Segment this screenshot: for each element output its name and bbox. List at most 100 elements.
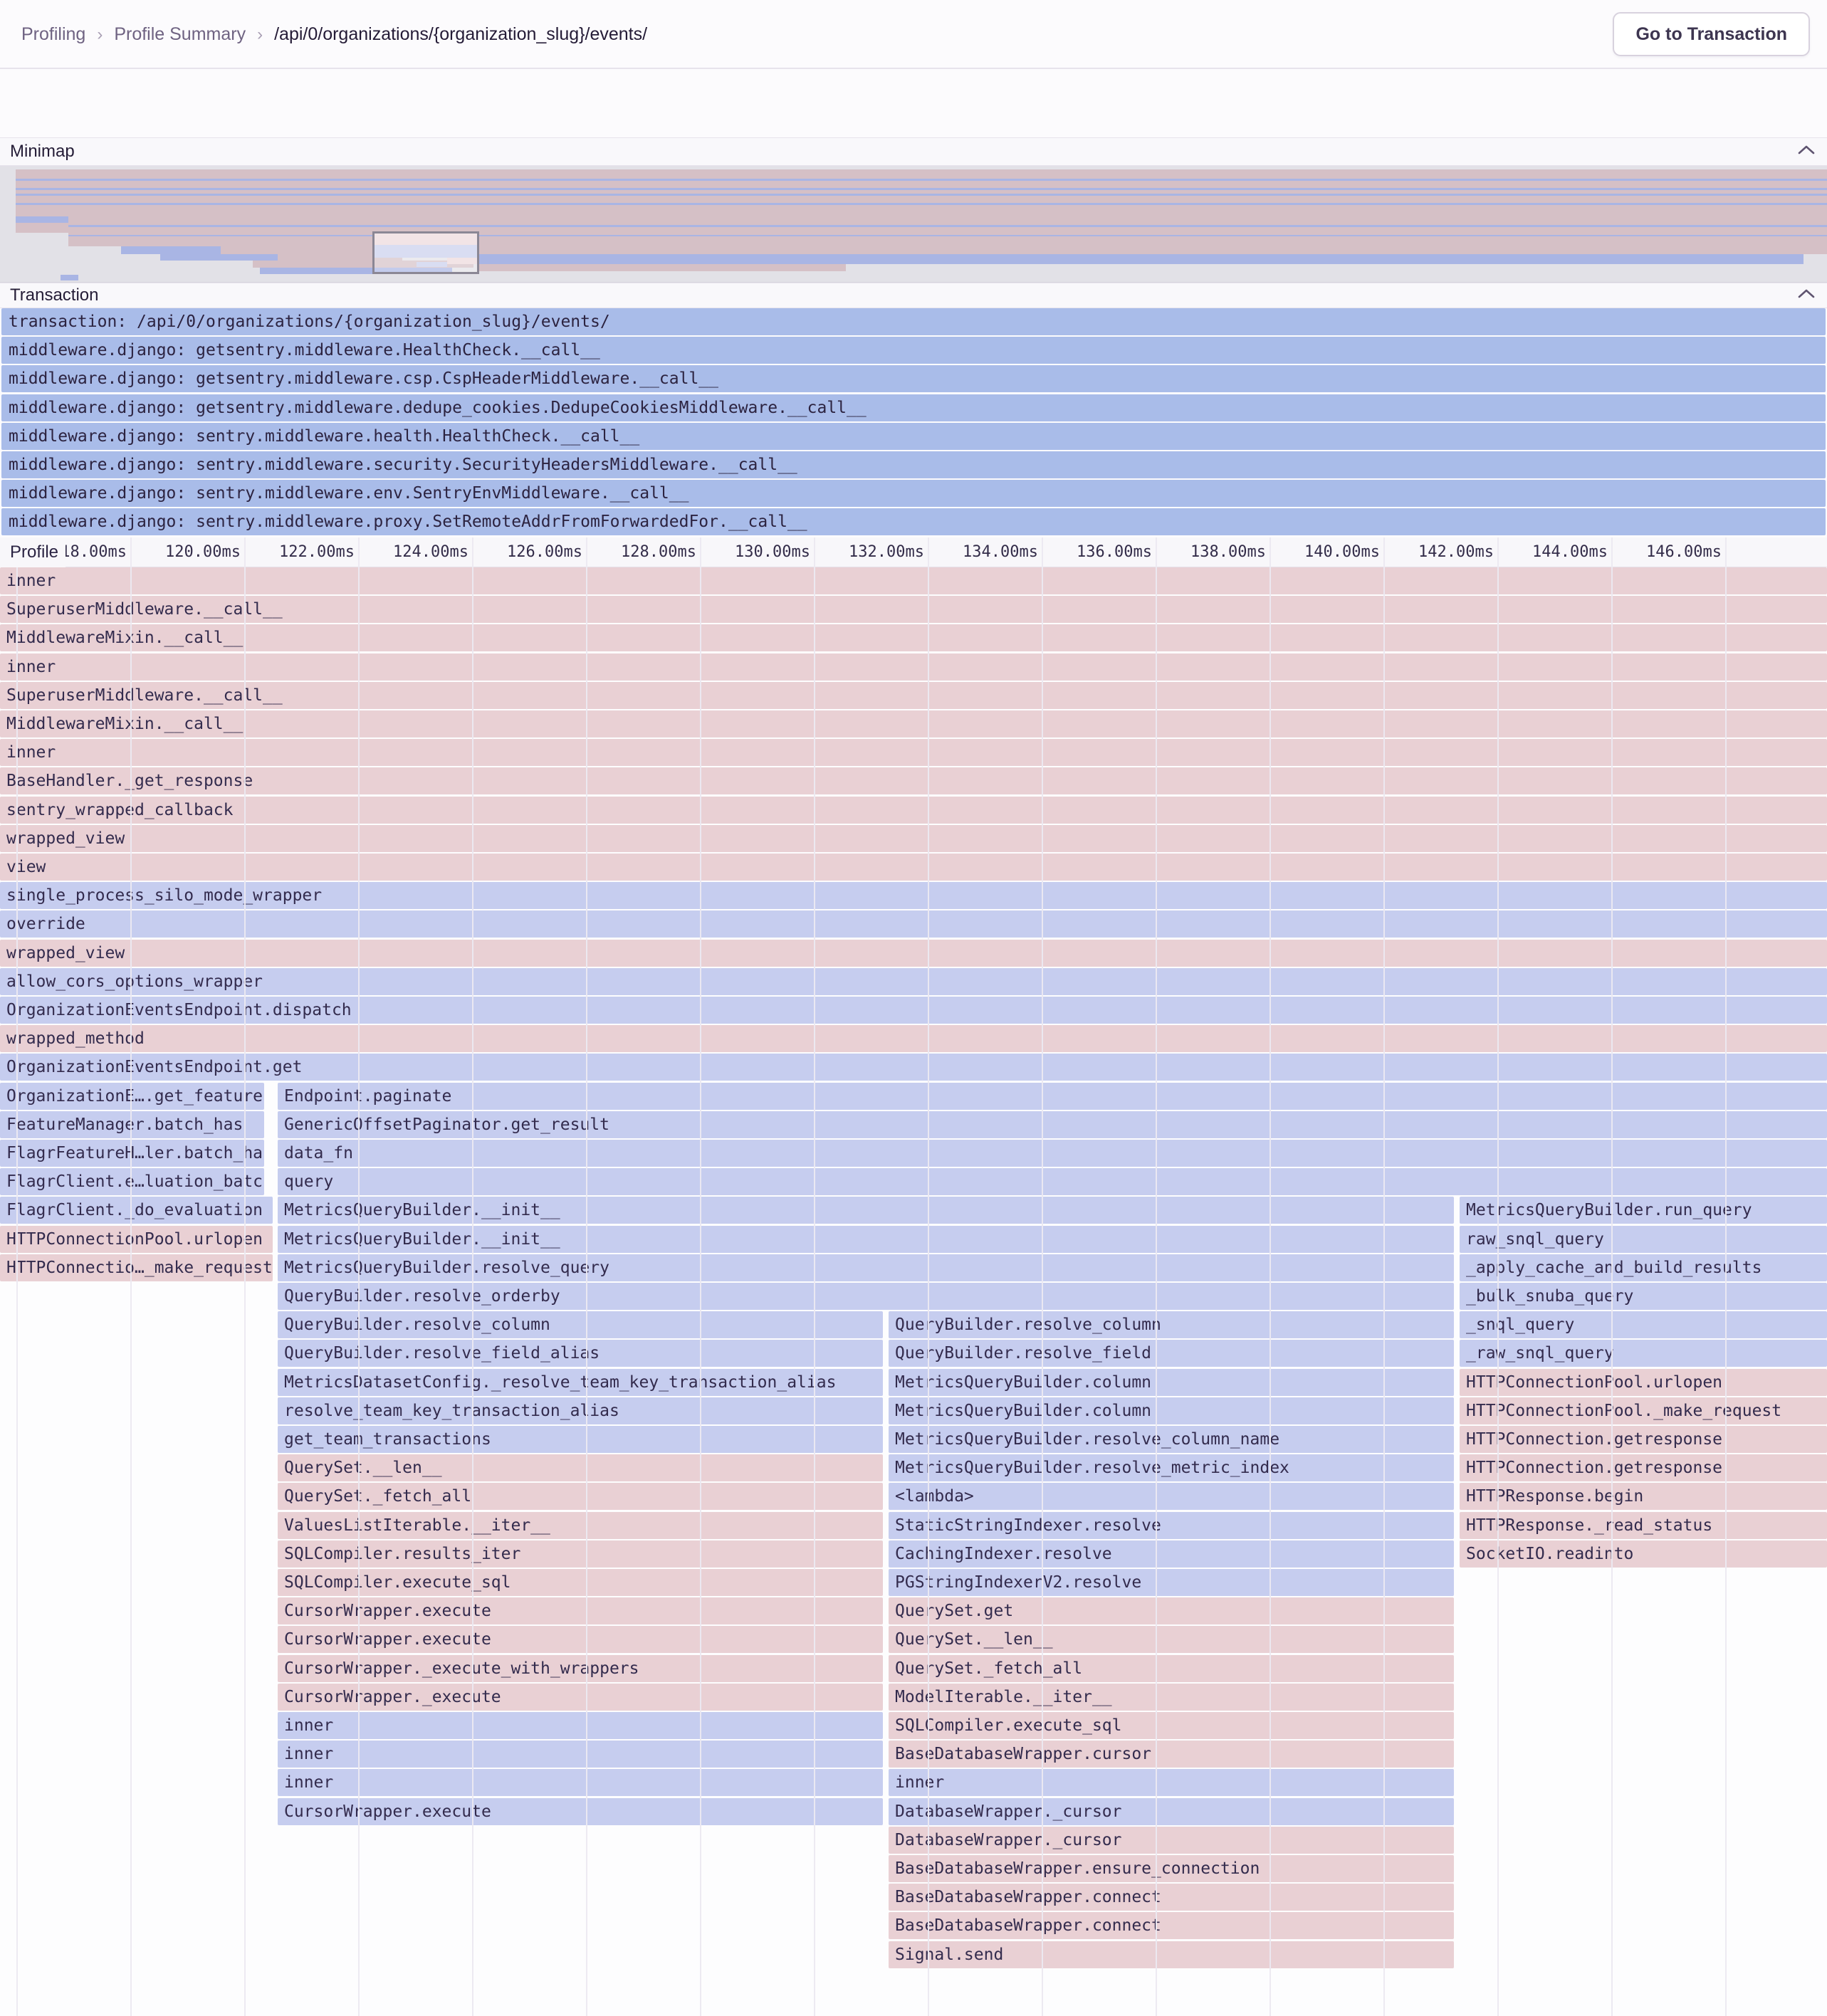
flame-frame[interactable]: HTTPConnectionPool.urlopen bbox=[1460, 1368, 1827, 1396]
flame-frame[interactable]: QuerySet._fetch_all bbox=[278, 1483, 883, 1511]
flame-frame[interactable]: SQLCompiler.execute_sql bbox=[889, 1712, 1454, 1739]
flame-frame[interactable]: HTTPConnectionPool._make_request bbox=[1460, 1397, 1827, 1424]
flame-frame[interactable]: SQLCompiler.execute_sql bbox=[278, 1569, 883, 1596]
transaction-span-bar[interactable]: middleware.django: sentry.middleware.sec… bbox=[1, 451, 1826, 478]
minimap-flamegraph[interactable] bbox=[0, 166, 1827, 283]
flame-frame[interactable]: HTTPConnection.getresponse bbox=[1460, 1426, 1827, 1453]
flame-frame[interactable]: single_process_silo_mode_wrapper bbox=[0, 882, 1827, 910]
flame-frame[interactable]: wrapped_method bbox=[0, 1025, 1827, 1053]
flame-frame[interactable]: QueryBuilder.resolve_column bbox=[278, 1311, 883, 1339]
flame-frame[interactable]: raw_snql_query bbox=[1460, 1225, 1827, 1253]
flame-frame[interactable]: QuerySet.get bbox=[889, 1597, 1454, 1625]
flame-frame[interactable]: CursorWrapper.execute bbox=[278, 1626, 883, 1654]
flame-frame[interactable]: inner bbox=[278, 1712, 883, 1739]
flame-frame[interactable]: FlagrClient.e…luation_batch bbox=[0, 1168, 264, 1196]
flame-frame[interactable]: HTTPConnectio…_make_request bbox=[0, 1254, 273, 1281]
flame-frame[interactable]: MetricsQueryBuilder.resolve_metric_index bbox=[889, 1454, 1454, 1482]
flame-frame[interactable]: QueryBuilder.resolve_column bbox=[889, 1311, 1454, 1339]
transaction-span-bar[interactable]: middleware.django: getsentry.middleware.… bbox=[1, 394, 1826, 421]
flame-frame[interactable]: HTTPResponse.begin bbox=[1460, 1483, 1827, 1511]
flame-frame[interactable]: BaseDatabaseWrapper.ensure_connection bbox=[889, 1855, 1454, 1882]
transaction-span-bar[interactable]: middleware.django: sentry.middleware.pro… bbox=[1, 508, 1826, 536]
flame-frame[interactable]: QueryBuilder.resolve_field_alias bbox=[278, 1340, 883, 1367]
flame-frame[interactable]: PGStringIndexerV2.resolve bbox=[889, 1569, 1454, 1596]
flame-frame[interactable]: MetricsQueryBuilder.column bbox=[889, 1368, 1454, 1396]
flame-frame[interactable]: BaseDatabaseWrapper.connect bbox=[889, 1912, 1454, 1940]
flame-frame[interactable]: get_team_transactions bbox=[278, 1426, 883, 1453]
flame-frame[interactable]: MetricsQueryBuilder.__init__ bbox=[278, 1225, 1454, 1253]
flame-frame[interactable]: SQLCompiler.results_iter bbox=[278, 1540, 883, 1568]
flame-frame[interactable]: allow_cors_options_wrapper bbox=[0, 967, 1827, 995]
flame-frame[interactable]: MetricsQueryBuilder.resolve_query bbox=[278, 1254, 1454, 1281]
flame-frame[interactable]: HTTPConnectionPool.urlopen bbox=[0, 1225, 273, 1253]
flame-frame[interactable]: sentry_wrapped_callback bbox=[0, 796, 1827, 824]
flame-frame[interactable]: HTTPConnection.getresponse bbox=[1460, 1454, 1827, 1482]
flame-frame[interactable]: inner bbox=[0, 653, 1827, 681]
collapse-minimap-icon[interactable] bbox=[1797, 145, 1816, 159]
flame-frame[interactable]: SuperuserMiddleware.__call__ bbox=[0, 681, 1827, 709]
transaction-span-bar[interactable]: transaction: /api/0/organizations/{organ… bbox=[1, 308, 1826, 335]
flame-frame[interactable]: DatabaseWrapper._cursor bbox=[889, 1797, 1454, 1825]
flame-frame[interactable]: data_fn bbox=[278, 1140, 1827, 1167]
flame-frame[interactable]: OrganizationEventsEndpoint.dispatch bbox=[0, 997, 1827, 1024]
flame-frame[interactable]: CursorWrapper._execute bbox=[278, 1683, 883, 1711]
flame-frame[interactable]: ValuesListIterable.__iter__ bbox=[278, 1511, 883, 1539]
flame-frame[interactable]: StaticStringIndexer.resolve bbox=[889, 1511, 1454, 1539]
flame-frame[interactable]: view bbox=[0, 854, 1827, 881]
flame-frame[interactable]: DatabaseWrapper._cursor bbox=[889, 1826, 1454, 1854]
flame-frame[interactable]: MetricsQueryBuilder.run_query bbox=[1460, 1197, 1827, 1224]
flame-frame[interactable]: inner bbox=[889, 1769, 1454, 1797]
flame-frame[interactable]: CursorWrapper._execute_with_wrappers bbox=[278, 1654, 883, 1682]
flame-frame[interactable]: GenericOffsetPaginator.get_result bbox=[278, 1111, 1827, 1138]
flame-frame[interactable]: inner bbox=[278, 1741, 883, 1768]
flame-frame[interactable]: FlagrClient._do_evaluation bbox=[0, 1197, 273, 1224]
flame-frame[interactable]: CursorWrapper.execute bbox=[278, 1597, 883, 1625]
flame-frame[interactable]: inner bbox=[278, 1769, 883, 1797]
flame-frame[interactable]: resolve_team_key_transaction_alias bbox=[278, 1397, 883, 1424]
flame-frame[interactable]: QuerySet.__len__ bbox=[278, 1454, 883, 1482]
flame-frame[interactable]: MiddlewareMixin.__call__ bbox=[0, 710, 1827, 737]
breadcrumb-profiling[interactable]: Profiling bbox=[21, 24, 86, 44]
transaction-span-bar[interactable]: middleware.django: getsentry.middleware.… bbox=[1, 365, 1826, 393]
flame-frame[interactable]: wrapped_view bbox=[0, 939, 1827, 967]
flame-frame[interactable]: CursorWrapper.execute bbox=[278, 1797, 883, 1825]
flame-frame[interactable]: _bulk_snuba_query bbox=[1460, 1283, 1827, 1310]
flame-frame[interactable]: _snql_query bbox=[1460, 1311, 1827, 1339]
flame-frame[interactable]: BaseDatabaseWrapper.connect bbox=[889, 1884, 1454, 1911]
flame-frame[interactable]: FlagrFeatureH…ler.batch_has bbox=[0, 1140, 264, 1167]
flame-frame[interactable]: wrapped_view bbox=[0, 824, 1827, 852]
transaction-span-bar[interactable]: middleware.django: sentry.middleware.env… bbox=[1, 480, 1826, 508]
flame-frame[interactable]: _raw_snql_query bbox=[1460, 1340, 1827, 1367]
flame-frame[interactable]: QuerySet.__len__ bbox=[889, 1626, 1454, 1654]
flame-frame[interactable]: MiddlewareMixin.__call__ bbox=[0, 624, 1827, 652]
flame-frame[interactable]: MetricsDatasetConfig._resolve_team_key_t… bbox=[278, 1368, 883, 1396]
flame-frame[interactable]: QueryBuilder.resolve_field bbox=[889, 1340, 1454, 1367]
flame-frame[interactable]: Signal.send bbox=[889, 1941, 1454, 1968]
flame-frame[interactable]: OrganizationEventsEndpoint.get bbox=[0, 1054, 1827, 1081]
minimap-viewport-handle[interactable] bbox=[372, 231, 479, 274]
flame-frame[interactable]: Endpoint.paginate bbox=[278, 1082, 1827, 1110]
flame-frame[interactable]: SocketIO.readinto bbox=[1460, 1540, 1827, 1568]
flame-frame[interactable]: override bbox=[0, 910, 1827, 938]
flame-frame[interactable]: FeatureManager.batch_has bbox=[0, 1111, 264, 1138]
flame-frame[interactable]: HTTPResponse._read_status bbox=[1460, 1511, 1827, 1539]
flame-frame[interactable]: BaseDatabaseWrapper.cursor bbox=[889, 1741, 1454, 1768]
transaction-span-bar[interactable]: middleware.django: sentry.middleware.hea… bbox=[1, 422, 1826, 450]
flame-frame[interactable]: MetricsQueryBuilder.column bbox=[889, 1397, 1454, 1424]
go-to-transaction-button[interactable]: Go to Transaction bbox=[1613, 12, 1810, 56]
flame-frame[interactable]: inner bbox=[0, 567, 1827, 594]
flame-frame[interactable]: _apply_cache_and_build_results bbox=[1460, 1254, 1827, 1281]
flame-frame[interactable]: SuperuserMiddleware.__call__ bbox=[0, 596, 1827, 624]
flame-frame[interactable]: BaseHandler._get_response bbox=[0, 767, 1827, 795]
flame-frame[interactable]: MetricsQueryBuilder.__init__ bbox=[278, 1197, 1454, 1224]
flame-frame[interactable]: inner bbox=[0, 739, 1827, 767]
flame-frame[interactable]: QueryBuilder.resolve_orderby bbox=[278, 1283, 1454, 1310]
flame-frame[interactable]: ModelIterable.__iter__ bbox=[889, 1683, 1454, 1711]
flame-frame[interactable]: OrganizationE….get_features bbox=[0, 1082, 264, 1110]
flame-frame[interactable]: query bbox=[278, 1168, 1827, 1196]
flame-frame[interactable]: QuerySet._fetch_all bbox=[889, 1654, 1454, 1682]
flame-frame[interactable]: CachingIndexer.resolve bbox=[889, 1540, 1454, 1568]
collapse-transaction-icon[interactable] bbox=[1797, 288, 1816, 303]
flame-frame[interactable]: <lambda> bbox=[889, 1483, 1454, 1511]
transaction-span-bar[interactable]: middleware.django: getsentry.middleware.… bbox=[1, 337, 1826, 364]
